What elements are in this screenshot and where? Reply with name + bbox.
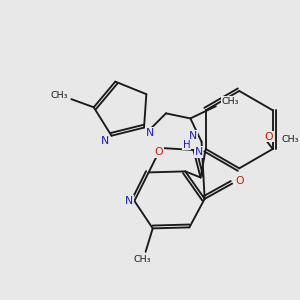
- Text: N: N: [146, 128, 154, 138]
- Text: H: H: [182, 140, 190, 150]
- Text: N: N: [194, 147, 203, 157]
- Text: N: N: [101, 136, 110, 146]
- Text: CH₃: CH₃: [221, 97, 239, 106]
- Text: O: O: [265, 132, 273, 142]
- Text: N: N: [125, 196, 134, 206]
- Text: N: N: [189, 131, 198, 141]
- Text: CH₃: CH₃: [50, 91, 68, 100]
- Text: CH₃: CH₃: [281, 135, 299, 144]
- Text: O: O: [235, 176, 244, 185]
- Text: CH₃: CH₃: [134, 256, 151, 265]
- Text: O: O: [154, 147, 163, 157]
